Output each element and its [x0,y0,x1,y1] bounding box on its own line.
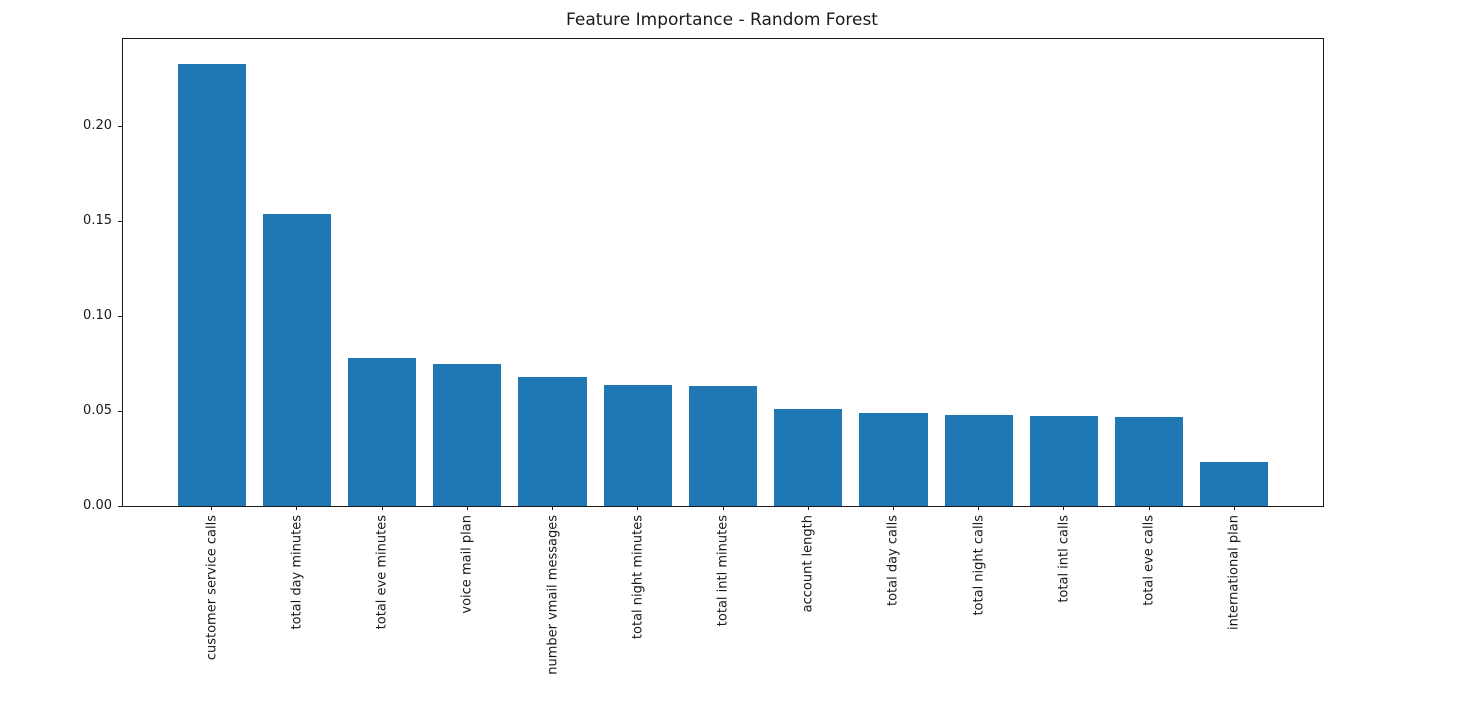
y-axis-tick-label: 0.00 [83,498,112,513]
x-axis-label: total eve calls [1141,515,1157,606]
y-axis-tick-label: 0.10 [83,308,112,324]
y-axis-tick-mark [118,125,122,127]
x-axis-label: total intl minutes [715,515,731,627]
bar [348,357,417,506]
x-axis-label: account length [800,515,816,613]
plot-area: 0.00 0.05 0.10 0.15 0.20 customer service cal… [83,38,1324,675]
x-axis-tick-mark [552,506,554,510]
bar [1029,415,1098,506]
x-axis-tick-mark [892,506,894,510]
x-axis-label: international plan [1226,515,1242,630]
x-axis-tick-mark [1233,506,1235,510]
x-axis-label: voice mail plan [459,515,475,614]
x-axis-label: number vmail messages [545,515,561,675]
x-axis-tick-mark [978,506,980,510]
x-axis-tick-mark [296,506,298,510]
x-axis-tick-mark [1063,506,1065,510]
x-axis-tick-mark [1148,506,1150,510]
chart-title: Feature Importance - Random Forest [566,10,878,30]
x-axis-label: total eve minutes [374,515,390,630]
x-axis-label: total night minutes [630,515,646,640]
bar [262,213,331,506]
x-axis-tick-mark [466,506,468,510]
bar [688,386,758,506]
bar [433,363,502,506]
x-axis-label: total day minutes [289,515,305,630]
x-axis-label: customer service calls [204,515,220,661]
bar [1115,416,1184,506]
bar [944,414,1013,506]
y-axis-tick-label: 0.15 [83,213,112,229]
x-axis-label: total day calls [885,515,901,607]
x-axis-tick-mark [722,506,724,510]
bar [603,384,672,506]
x-axis-tick-mark [381,506,383,510]
bar [774,409,843,506]
x-axis-tick-mark [637,506,639,510]
bar [859,412,928,506]
y-axis-tick-label: 0.20 [83,118,112,134]
y-axis-tick-mark [118,220,122,222]
x-axis-tick-mark [807,506,809,510]
x-axis-label: total night calls [971,515,987,616]
y-axis-tick-mark [118,505,122,507]
bar [518,376,587,506]
bar [1200,462,1269,506]
y-axis-tick-mark [118,315,122,317]
y-axis-tick-label: 0.05 [83,403,112,419]
y-axis-tick-mark [118,410,122,412]
x-axis-label: total intl calls [1056,515,1072,603]
x-axis-tick-mark [211,506,213,510]
bar [177,63,246,506]
